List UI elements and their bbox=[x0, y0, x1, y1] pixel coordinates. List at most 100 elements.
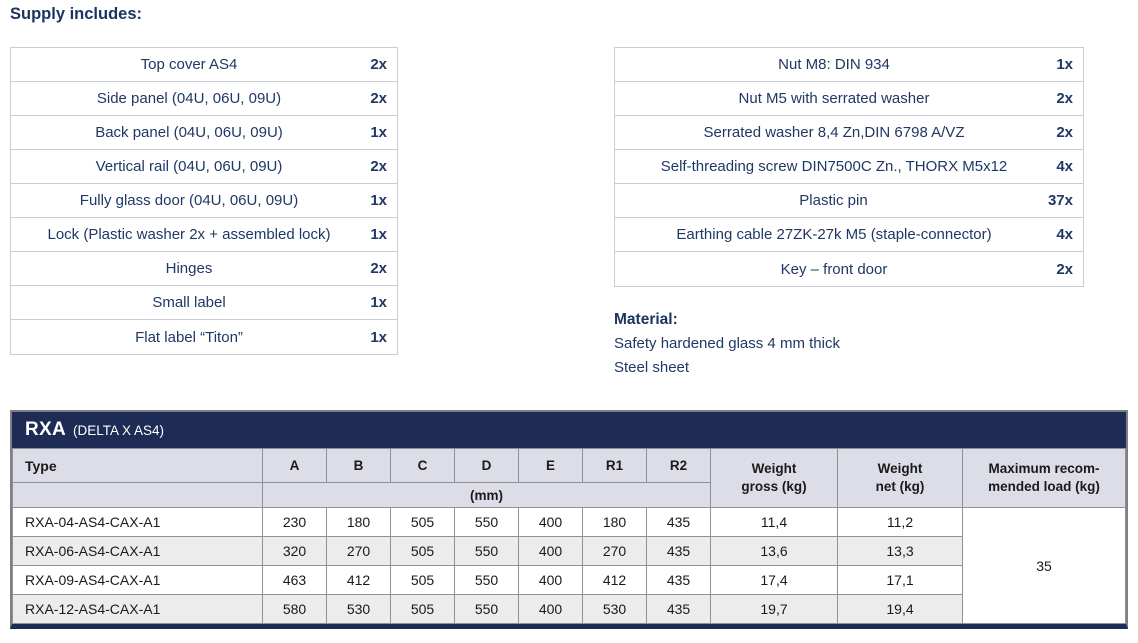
supply-item-qty: 2x bbox=[370, 158, 387, 175]
table-row: RXA-04-AS4-CAX-A1 230 180 505 550 400 18… bbox=[12, 507, 1126, 624]
unit-label: (mm) bbox=[262, 482, 711, 508]
cell-r2: 435 bbox=[646, 565, 711, 595]
list-item: Nut M5 with serrated washer 2x bbox=[615, 82, 1083, 116]
supply-item-label: Hinges bbox=[165, 260, 213, 277]
cell-e: 400 bbox=[518, 507, 583, 537]
cell-d: 550 bbox=[454, 536, 519, 566]
cell-type: RXA-04-AS4-CAX-A1 bbox=[12, 507, 263, 537]
table-row: RXA-09-AS4-CAX-A1 463 412 505 550 400 41… bbox=[12, 565, 1126, 595]
list-item: Serrated washer 8,4 Zn,DIN 6798 A/VZ 2x bbox=[615, 116, 1083, 150]
supply-item-label: Self-threading screw DIN7500C Zn., THORX… bbox=[660, 158, 1008, 175]
col-header-e: E bbox=[518, 448, 583, 483]
cell-e: 400 bbox=[518, 565, 583, 595]
supply-item-qty: 2x bbox=[1056, 260, 1073, 278]
supply-item-qty: 2x bbox=[1056, 124, 1073, 141]
material-section: Material: Safety hardened glass 4 mm thi… bbox=[614, 311, 840, 380]
material-heading: Material: bbox=[614, 311, 678, 328]
supply-list-left: Top cover AS4 2x Side panel (04U, 06U, 0… bbox=[10, 47, 398, 355]
supply-item-label: Top cover AS4 bbox=[140, 56, 238, 73]
cell-e: 400 bbox=[518, 594, 583, 624]
cell-r2: 435 bbox=[646, 507, 711, 537]
supply-item-label: Lock (Plastic washer 2x + assembled lock… bbox=[47, 226, 331, 243]
cell-c: 505 bbox=[390, 507, 455, 537]
supply-item-label: Nut M8: DIN 934 bbox=[778, 56, 890, 73]
cell-c: 505 bbox=[390, 565, 455, 595]
supply-item-qty: 1x bbox=[370, 124, 387, 141]
cell-d: 550 bbox=[454, 507, 519, 537]
col-header-max-load: Maximum recom- mended load (kg) bbox=[962, 448, 1126, 508]
cell-a: 230 bbox=[262, 507, 327, 537]
cell-b: 270 bbox=[326, 536, 391, 566]
list-item: Lock (Plastic washer 2x + assembled lock… bbox=[11, 218, 397, 252]
col-header-r2: R2 bbox=[646, 448, 711, 483]
cell-c: 505 bbox=[390, 536, 455, 566]
cell-a: 463 bbox=[262, 565, 327, 595]
material-line: Safety hardened glass 4 mm thick bbox=[614, 335, 840, 352]
list-item: Earthing cable 27ZK-27k M5 (staple-conne… bbox=[615, 218, 1083, 252]
supply-item-qty: 37x bbox=[1047, 192, 1073, 209]
supply-item-label: Back panel (04U, 06U, 09U) bbox=[95, 124, 283, 141]
cell-weight-net: 19,4 bbox=[837, 594, 963, 624]
cell-type: RXA-06-AS4-CAX-A1 bbox=[12, 536, 263, 566]
col-header-d: D bbox=[454, 448, 519, 483]
list-item: Fully glass door (04U, 06U, 09U) 1x bbox=[11, 184, 397, 218]
empty-cell bbox=[12, 482, 263, 508]
supply-item-qty: 1x bbox=[370, 192, 387, 209]
list-item: Hinges 2x bbox=[11, 252, 397, 286]
cell-weight-net: 11,2 bbox=[837, 507, 963, 537]
list-item: Key – front door 2x bbox=[615, 252, 1083, 286]
supply-item-label: Nut M5 with serrated washer bbox=[738, 90, 930, 107]
cell-a: 320 bbox=[262, 536, 327, 566]
list-item: Nut M8: DIN 934 1x bbox=[615, 48, 1083, 82]
col-header-r1: R1 bbox=[582, 448, 647, 483]
cell-b: 180 bbox=[326, 507, 391, 537]
supply-item-qty: 4x bbox=[1056, 158, 1073, 175]
rxa-subtitle: (DELTA X AS4) bbox=[73, 423, 165, 438]
list-item: Small label 1x bbox=[11, 286, 397, 320]
material-line: Steel sheet bbox=[614, 359, 690, 376]
supply-item-label: Key – front door bbox=[780, 260, 888, 278]
supply-item-qty: 2x bbox=[370, 56, 387, 73]
list-item: Flat label “Titon” 1x bbox=[11, 320, 397, 354]
cell-d: 550 bbox=[454, 565, 519, 595]
cell-r1: 412 bbox=[582, 565, 647, 595]
col-header-weight-net: Weight net (kg) bbox=[837, 448, 963, 508]
page-title: Supply includes: bbox=[10, 5, 143, 23]
cell-weight-net: 13,3 bbox=[837, 536, 963, 566]
cell-e: 400 bbox=[518, 536, 583, 566]
supply-item-label: Vertical rail (04U, 06U, 09U) bbox=[95, 158, 283, 175]
supply-item-qty: 1x bbox=[1056, 56, 1073, 73]
supply-list-right: Nut M8: DIN 934 1x Nut M5 with serrated … bbox=[614, 47, 1084, 287]
cell-weight-gross: 11,4 bbox=[710, 507, 838, 537]
supply-item-qty: 2x bbox=[1056, 90, 1073, 107]
table-row: RXA-06-AS4-CAX-A1 320 270 505 550 400 27… bbox=[12, 536, 1126, 566]
supply-item-label: Plastic pin bbox=[799, 192, 868, 209]
col-header-type: Type bbox=[12, 448, 263, 483]
supply-item-qty: 1x bbox=[370, 294, 387, 311]
cell-c: 505 bbox=[390, 594, 455, 624]
supply-item-label: Earthing cable 27ZK-27k M5 (staple-conne… bbox=[676, 226, 992, 243]
list-item: Top cover AS4 2x bbox=[11, 48, 397, 82]
cell-weight-gross: 17,4 bbox=[710, 565, 838, 595]
cell-a: 580 bbox=[262, 594, 327, 624]
supply-item-label: Fully glass door (04U, 06U, 09U) bbox=[79, 192, 299, 209]
cell-d: 550 bbox=[454, 594, 519, 624]
cell-type: RXA-09-AS4-CAX-A1 bbox=[12, 565, 263, 595]
rxa-titlebar: RXA (DELTA X AS4) bbox=[12, 412, 1126, 448]
cell-b: 530 bbox=[326, 594, 391, 624]
cell-type: RXA-12-AS4-CAX-A1 bbox=[12, 594, 263, 624]
rxa-title: RXA bbox=[25, 419, 67, 440]
supply-item-label: Flat label “Titon” bbox=[135, 328, 243, 346]
cell-weight-net: 17,1 bbox=[837, 565, 963, 595]
supply-item-qty: 1x bbox=[370, 328, 387, 346]
col-header-c: C bbox=[390, 448, 455, 483]
list-item: Plastic pin 37x bbox=[615, 184, 1083, 218]
col-header-weight-gross: Weight gross (kg) bbox=[710, 448, 838, 508]
cell-b: 412 bbox=[326, 565, 391, 595]
supply-item-label: Side panel (04U, 06U, 09U) bbox=[96, 90, 282, 107]
list-item: Side panel (04U, 06U, 09U) 2x bbox=[11, 82, 397, 116]
cell-r2: 435 bbox=[646, 594, 711, 624]
cell-r2: 435 bbox=[646, 536, 711, 566]
cell-r1: 530 bbox=[582, 594, 647, 624]
rxa-spec-table: RXA (DELTA X AS4) Type A B C D E R1 bbox=[10, 410, 1128, 629]
